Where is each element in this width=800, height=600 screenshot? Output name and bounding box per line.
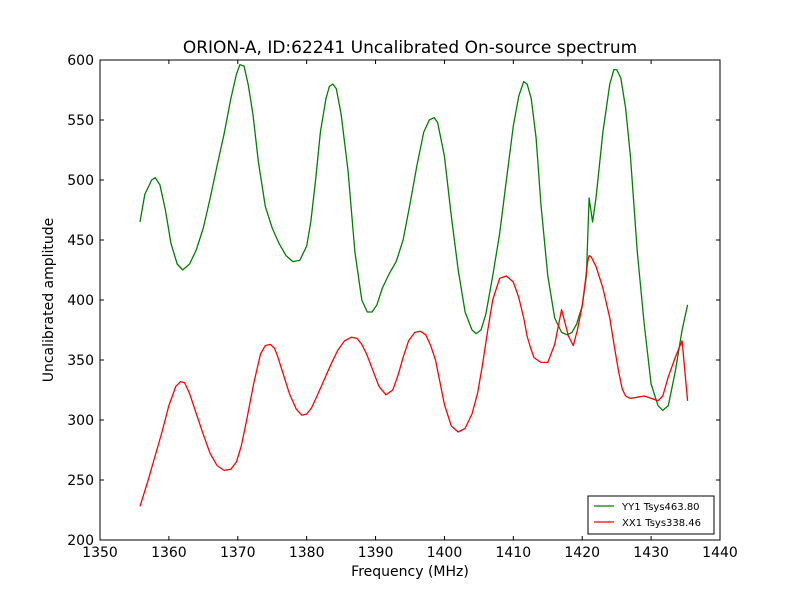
x-tick-label: 1380 <box>289 545 325 561</box>
y-tick-label: 350 <box>67 353 94 369</box>
y-tick-label: 450 <box>67 233 94 249</box>
x-tick-label: 1430 <box>633 545 669 561</box>
x-axis-title: Frequency (MHz) <box>351 564 469 580</box>
y-tick-label: 250 <box>67 473 94 489</box>
y-tick-label: 400 <box>67 293 94 309</box>
plot-frame <box>99 59 721 541</box>
series-line-yy1 <box>139 64 689 412</box>
series-line-xx1 <box>139 254 689 507</box>
legend-box <box>587 495 715 535</box>
y-tick-label: 500 <box>67 173 94 189</box>
legend-label: YY1 Tsys463.80 <box>621 502 700 513</box>
x-tick-label: 1410 <box>496 545 532 561</box>
y-tick-label: 600 <box>67 53 94 69</box>
legend: YY1 Tsys463.80 XX1 Tsys338.46 <box>587 495 715 535</box>
x-tick-label: 1360 <box>151 545 187 561</box>
y-tick-label: 550 <box>67 113 94 129</box>
y-tick-label: 300 <box>67 413 94 429</box>
x-tick-label: 1440 <box>702 545 738 561</box>
chart-title: ORION-A, ID:62241 Uncalibrated On-source… <box>183 38 637 58</box>
y-tick-label: 200 <box>67 533 94 549</box>
x-tick-label: 1400 <box>427 545 463 561</box>
x-tick-label: 1390 <box>358 545 394 561</box>
x-tick-label: 1420 <box>564 545 600 561</box>
x-tick-label: 1350 <box>82 545 118 561</box>
y-axis-title: Uncalibrated amplitude <box>41 218 57 383</box>
axis-ticks: 1350 1360 1370 1380 1390 1400 1410 1420 1430 1440… <box>67 53 738 561</box>
series-layer <box>139 64 689 507</box>
legend-label: XX1 Tsys338.46 <box>622 518 701 529</box>
x-tick-label: 1370 <box>220 545 256 561</box>
